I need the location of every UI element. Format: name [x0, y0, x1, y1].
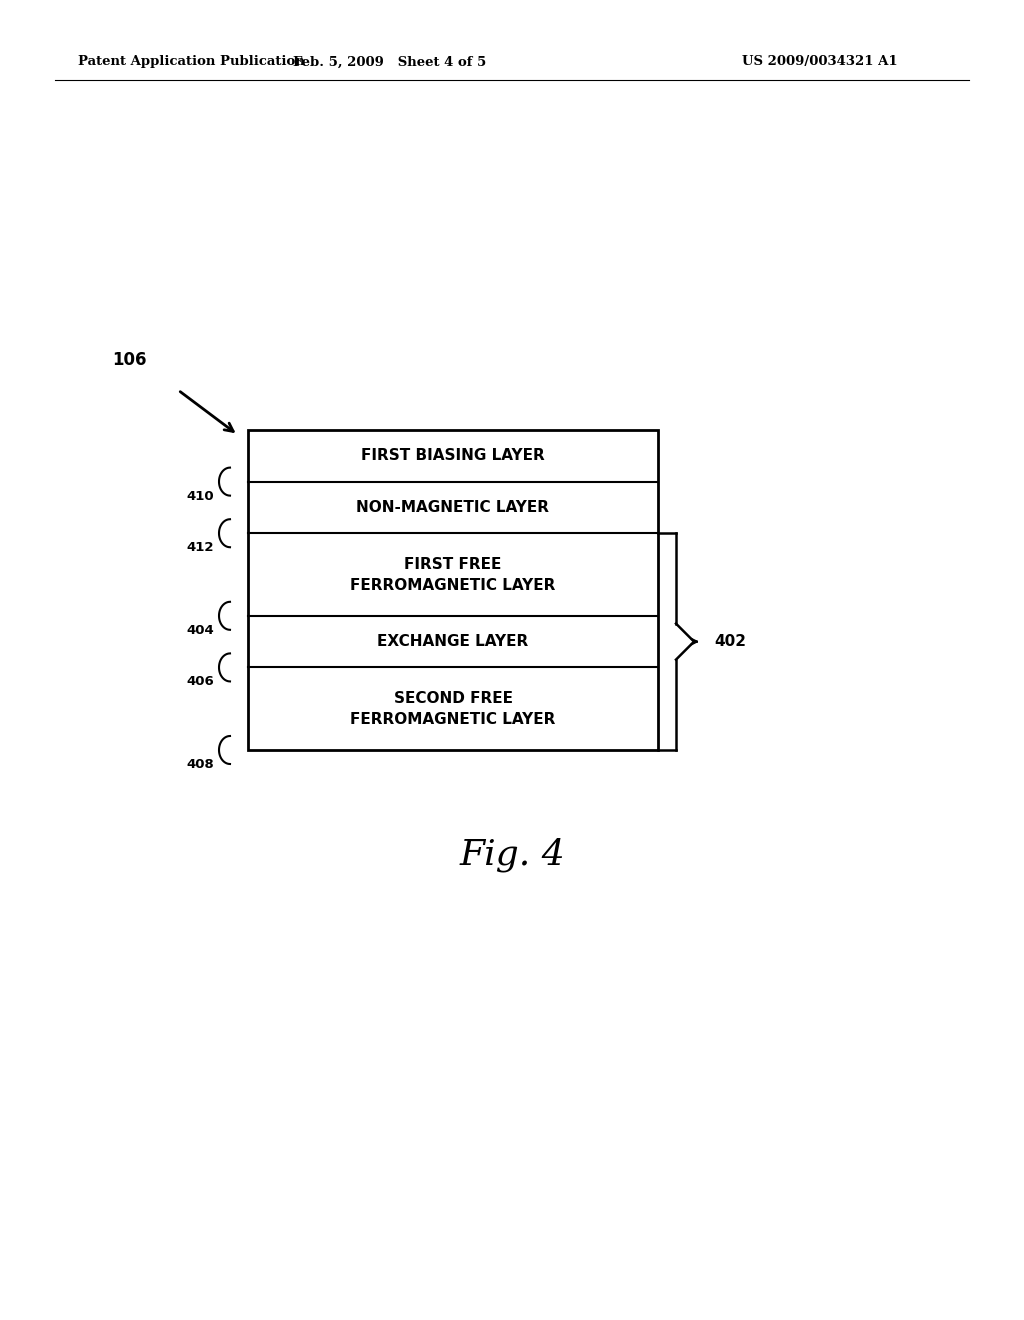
Text: 106: 106	[112, 351, 146, 370]
Text: US 2009/0034321 A1: US 2009/0034321 A1	[742, 55, 898, 69]
Text: 408: 408	[186, 758, 214, 771]
Text: NON-MAGNETIC LAYER: NON-MAGNETIC LAYER	[356, 500, 550, 515]
Text: FIRST BIASING LAYER: FIRST BIASING LAYER	[361, 449, 545, 463]
Text: 410: 410	[186, 490, 214, 503]
Text: Patent Application Publication: Patent Application Publication	[78, 55, 305, 69]
Text: 412: 412	[186, 541, 214, 554]
Text: 402: 402	[714, 634, 746, 649]
Text: Feb. 5, 2009   Sheet 4 of 5: Feb. 5, 2009 Sheet 4 of 5	[293, 55, 486, 69]
Bar	[248, 430, 658, 750]
Text: Fig. 4: Fig. 4	[459, 838, 565, 873]
Text: 404: 404	[186, 624, 214, 636]
Text: FIRST FREE
FERROMAGNETIC LAYER: FIRST FREE FERROMAGNETIC LAYER	[350, 557, 556, 593]
Text: EXCHANGE LAYER: EXCHANGE LAYER	[378, 634, 528, 649]
Text: SECOND FREE
FERROMAGNETIC LAYER: SECOND FREE FERROMAGNETIC LAYER	[350, 690, 556, 727]
Text: 406: 406	[186, 676, 214, 689]
